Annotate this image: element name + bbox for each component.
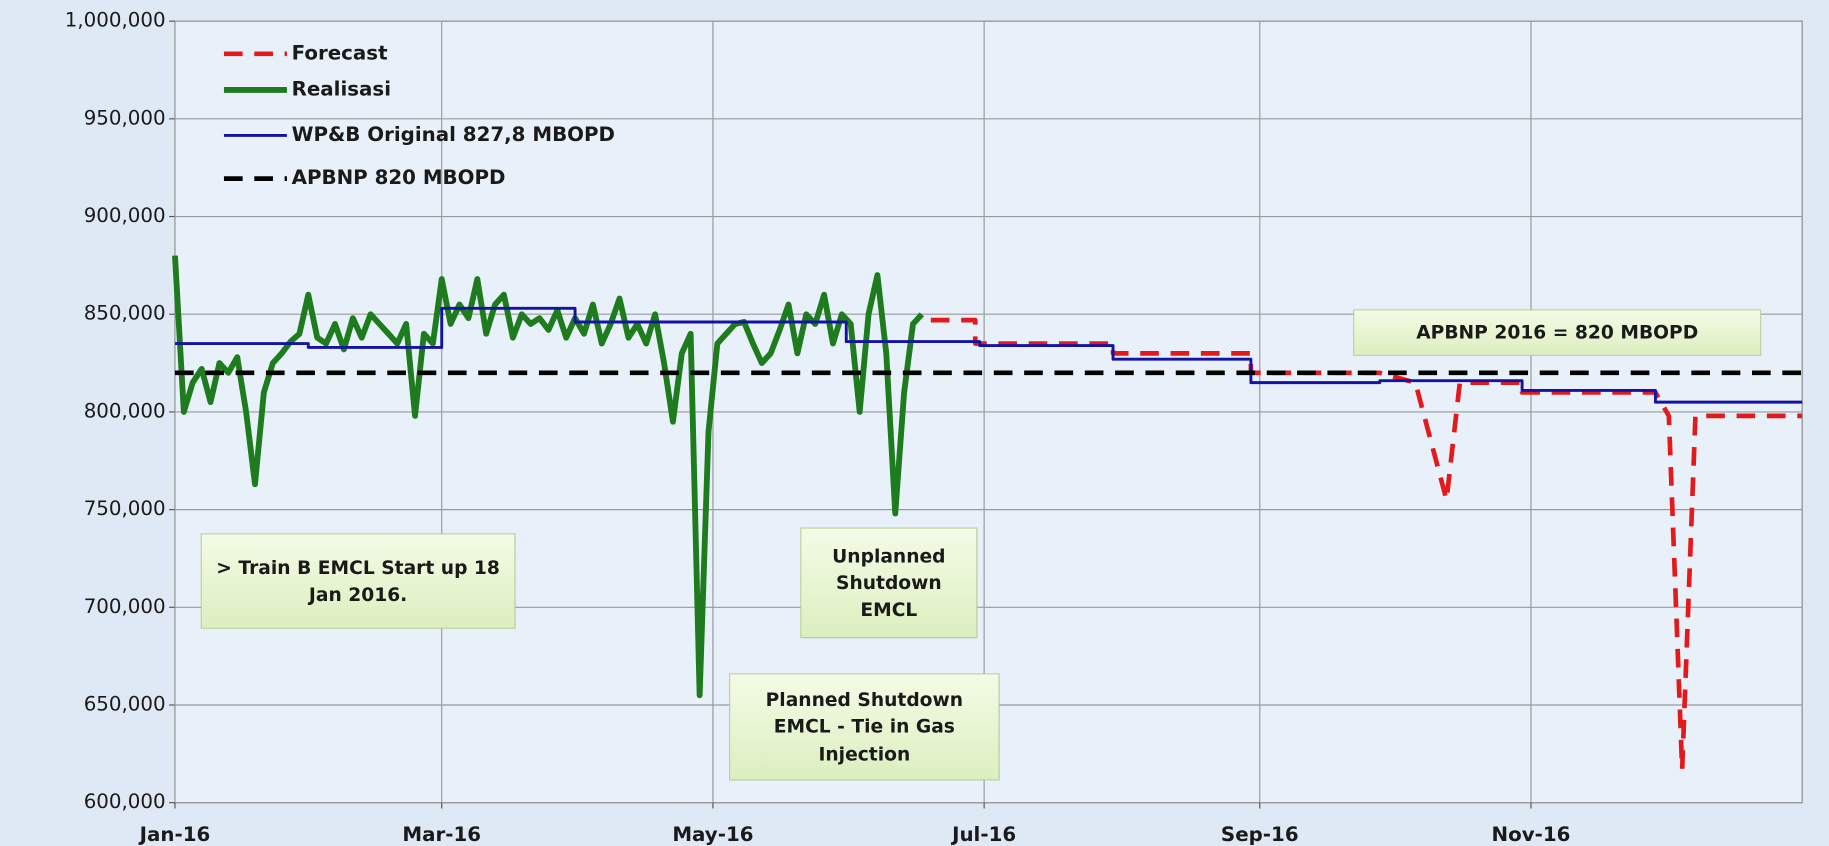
annotation: APBNP 2016 = 820 MBOPD xyxy=(1353,309,1762,356)
x-tick-label: Sep-16 xyxy=(1221,823,1299,846)
y-tick-label: 600,000 xyxy=(84,790,166,813)
y-tick-label: 900,000 xyxy=(84,204,166,227)
y-tick-label: 1,000,000 xyxy=(65,9,166,32)
x-tick-label: Nov-16 xyxy=(1492,823,1571,846)
legend-label: APBNP 820 MBOPD xyxy=(292,166,506,189)
x-tick-label: Mar-16 xyxy=(402,823,481,846)
y-tick-label: 850,000 xyxy=(84,302,166,325)
x-tick-label: Jan-16 xyxy=(138,823,211,846)
annotation: Planned Shutdown EMCL - Tie in Gas Injec… xyxy=(729,673,1000,781)
series-line xyxy=(172,255,924,699)
annotation-box: Unplanned Shutdown EMCL xyxy=(800,527,978,639)
y-tick-label: 750,000 xyxy=(84,497,166,520)
y-tick-label: 950,000 xyxy=(84,106,166,129)
annotation-box: Planned Shutdown EMCL - Tie in Gas Injec… xyxy=(729,673,1000,781)
y-tick-label: 700,000 xyxy=(84,595,166,618)
series-line xyxy=(930,317,1803,772)
legend-label: WP&B Original 827,8 MBOPD xyxy=(292,123,615,146)
annotation-box: > Train B EMCL Start up 18 Jan 2016. xyxy=(200,533,516,629)
series-line xyxy=(174,306,1803,404)
annotation: > Train B EMCL Start up 18 Jan 2016. xyxy=(200,533,516,629)
annotation-box: APBNP 2016 = 820 MBOPD xyxy=(1353,309,1762,356)
annotation: Unplanned Shutdown EMCL xyxy=(800,527,978,639)
legend-label: Forecast xyxy=(292,41,388,64)
legend-label: Realisasi xyxy=(292,77,391,100)
x-tick-label: May-16 xyxy=(672,823,753,846)
x-tick-label: Jul-16 xyxy=(950,823,1016,846)
y-tick-label: 650,000 xyxy=(84,692,166,715)
y-tick-label: 800,000 xyxy=(84,399,166,422)
